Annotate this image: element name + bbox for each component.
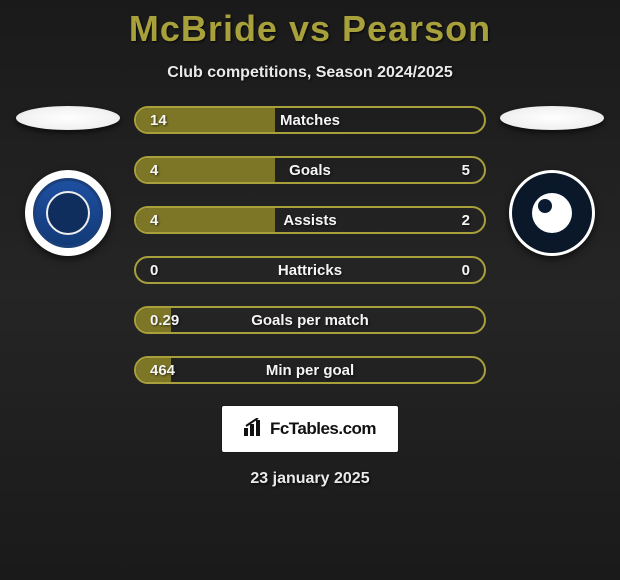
page-title: McBride vs Pearson	[0, 8, 620, 50]
stat-label: Goals per match	[136, 312, 484, 329]
crest-right-bird	[532, 193, 572, 233]
team-crest-right	[509, 170, 595, 256]
right-side	[492, 106, 612, 384]
branding-badge: FcTables.com	[222, 406, 398, 452]
stat-row: 14Matches	[134, 106, 486, 134]
crest-left-core	[46, 191, 90, 235]
stat-label: Matches	[136, 112, 484, 129]
rugby-ball-icon	[500, 106, 604, 130]
infographic-container: McBride vs Pearson Club competitions, Se…	[0, 0, 620, 488]
stat-label: Assists	[136, 212, 484, 229]
branding-text: FcTables.com	[270, 419, 376, 439]
chart-icon	[244, 418, 264, 441]
left-side	[8, 106, 128, 384]
stat-value-right: 0	[462, 258, 470, 282]
stats-column: 14Matches 4Goals5 4Assists2 0Hattricks0 0.29…	[128, 106, 492, 384]
stat-row: 4Assists2	[134, 206, 486, 234]
stat-row: 4Goals5	[134, 156, 486, 184]
stat-row: 0Hattricks0	[134, 256, 486, 284]
date-text: 23 january 2025	[0, 470, 620, 488]
subtitle: Club competitions, Season 2024/2025	[0, 64, 620, 82]
crest-right-bird-eye	[538, 199, 552, 213]
stat-value-right: 5	[462, 158, 470, 182]
stat-label: Goals	[136, 162, 484, 179]
stat-row: 0.29Goals per match	[134, 306, 486, 334]
stat-row: 464Min per goal	[134, 356, 486, 384]
stat-value-right: 2	[462, 208, 470, 232]
rugby-ball-icon	[16, 106, 120, 130]
team-crest-left	[25, 170, 111, 256]
main-layout: 14Matches 4Goals5 4Assists2 0Hattricks0 0.29…	[0, 106, 620, 384]
stat-label: Hattricks	[136, 262, 484, 279]
stat-label: Min per goal	[136, 362, 484, 379]
crest-left-ring	[33, 178, 103, 248]
